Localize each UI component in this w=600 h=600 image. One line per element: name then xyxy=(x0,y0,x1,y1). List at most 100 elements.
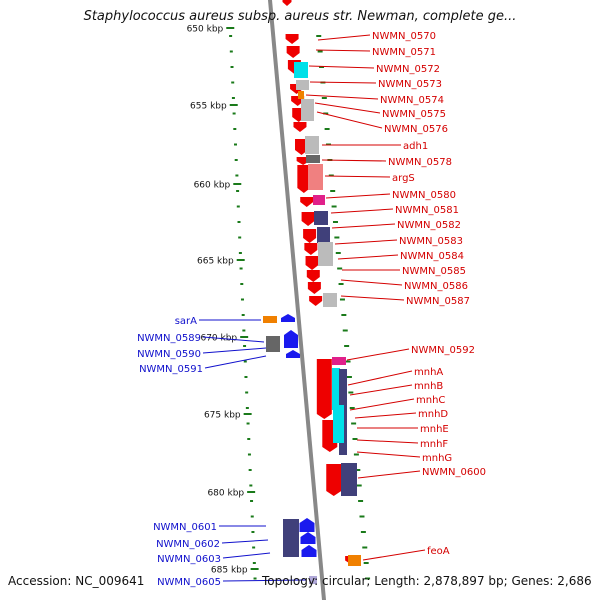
reverse-gene-arrow[interactable] xyxy=(301,545,317,557)
label-leader-line xyxy=(315,49,371,52)
forward-gene-arrow[interactable] xyxy=(305,256,319,270)
label-leader-line xyxy=(321,159,387,162)
forward-gene-label[interactable]: NWMN_0574 xyxy=(380,95,444,106)
feature-box-gray[interactable] xyxy=(301,99,314,121)
label-leader-line xyxy=(356,451,421,458)
forward-gene-label[interactable]: NWMN_0578 xyxy=(388,157,452,168)
label-leader-line xyxy=(340,279,403,286)
forward-gene-arrow[interactable] xyxy=(304,243,318,255)
forward-gene-label[interactable]: mnhF xyxy=(420,439,448,450)
genome-title: Staphylococcus aureus subsp. aureus str.… xyxy=(83,9,517,24)
forward-gene-label[interactable]: NWMN_0583 xyxy=(399,236,463,247)
forward-gene-label[interactable]: NWMN_0582 xyxy=(397,220,461,231)
feature-box-gray[interactable] xyxy=(296,80,309,90)
reverse-gene-label[interactable]: NWMN_0591 xyxy=(139,364,203,375)
forward-gene-label[interactable]: NWMN_0570 xyxy=(372,31,436,42)
label-leader-line xyxy=(202,336,265,343)
forward-gene-arrow[interactable] xyxy=(282,0,292,6)
reverse-gene-label[interactable]: NWMN_0590 xyxy=(137,349,201,360)
forward-gene-label[interactable]: mnhA xyxy=(414,367,443,378)
forward-gene-label[interactable]: mnhG xyxy=(422,453,452,464)
forward-gene-arrow[interactable] xyxy=(293,122,307,132)
feature-box-salmon[interactable] xyxy=(308,164,323,190)
forward-gene-arrow[interactable] xyxy=(297,165,311,193)
feature-box-purple[interactable] xyxy=(283,519,299,557)
feature-box-orange[interactable] xyxy=(298,91,304,99)
reverse-gene-label[interactable]: NWMN_0589 xyxy=(137,333,201,344)
label-leader-line xyxy=(309,81,377,84)
label-leader-line xyxy=(204,355,267,369)
feature-box-cyan[interactable] xyxy=(333,405,344,443)
feature-box-darkgray[interactable] xyxy=(266,336,280,352)
forward-gene-label[interactable]: NWMN_0584 xyxy=(400,251,464,262)
forward-gene-arrow[interactable] xyxy=(316,359,332,419)
forward-gene-label[interactable]: argS xyxy=(392,173,415,184)
forward-gene-label[interactable]: NWMN_0576 xyxy=(384,124,448,135)
reverse-gene-label[interactable]: NWMN_0601 xyxy=(153,522,217,533)
forward-gene-label[interactable]: NWMN_0587 xyxy=(406,296,470,307)
forward-gene-label[interactable]: NWMN_0573 xyxy=(378,79,442,90)
feature-box-cyan[interactable] xyxy=(332,368,340,410)
reverse-gene-arrow[interactable] xyxy=(284,330,298,348)
label-leader-line xyxy=(308,65,375,69)
label-leader-line xyxy=(314,102,381,114)
feature-box-gray[interactable] xyxy=(318,242,333,266)
reverse-gene-arrow[interactable] xyxy=(299,518,315,532)
forward-gene-label[interactable]: NWMN_0585 xyxy=(402,266,466,277)
reverse-gene-label[interactable]: NWMN_0602 xyxy=(156,539,220,550)
forward-gene-label[interactable]: NWMN_0592 xyxy=(411,345,475,356)
forward-gene-label[interactable]: feoA xyxy=(427,546,450,557)
forward-gene-label[interactable]: mnhE xyxy=(420,424,449,435)
label-leader-line xyxy=(349,398,415,411)
forward-gene-label[interactable]: NWMN_0600 xyxy=(422,467,486,478)
forward-gene-label[interactable]: mnhB xyxy=(414,381,443,392)
forward-gene-arrow[interactable] xyxy=(300,197,314,207)
reverse-gene-arrow[interactable] xyxy=(286,350,300,358)
reverse-gene-arrow[interactable] xyxy=(281,314,295,322)
forward-gene-label[interactable]: NWMN_0581 xyxy=(395,205,459,216)
label-leader-line xyxy=(331,223,396,229)
feature-box-pink[interactable] xyxy=(332,357,346,365)
forward-gene-label[interactable]: adh1 xyxy=(403,141,428,152)
label-leader-line xyxy=(347,370,413,386)
forward-gene-arrow[interactable] xyxy=(326,464,342,496)
forward-gene-arrow[interactable] xyxy=(309,296,323,306)
kbp-tick-label: 680 kbp xyxy=(207,489,244,499)
forward-gene-arrow[interactable] xyxy=(303,229,317,243)
reverse-gene-label[interactable]: sarA xyxy=(175,316,197,327)
feature-box-darkgray[interactable] xyxy=(306,155,320,163)
forward-gene-arrow[interactable] xyxy=(301,212,315,226)
label-leader-line xyxy=(324,175,391,178)
reverse-gene-label[interactable]: NWMN_0603 xyxy=(157,554,221,565)
feature-box-cyan[interactable] xyxy=(294,62,308,78)
forward-gene-label[interactable]: NWMN_0586 xyxy=(404,281,468,292)
feature-box-purple[interactable] xyxy=(314,211,328,225)
feature-box-lavender[interactable] xyxy=(309,576,317,584)
feature-box-pink[interactable] xyxy=(313,195,325,205)
forward-gene-label[interactable]: NWMN_0572 xyxy=(376,64,440,75)
feature-box-gray[interactable] xyxy=(323,293,337,307)
feature-box-purple[interactable] xyxy=(341,463,357,496)
label-leader-lines xyxy=(199,34,426,582)
forward-gene-arrow[interactable] xyxy=(286,46,300,58)
forward-gene-label[interactable]: NWMN_0580 xyxy=(392,190,456,201)
forward-gene-label[interactable]: NWMN_0571 xyxy=(372,47,436,58)
feature-box-gray[interactable] xyxy=(305,136,319,154)
feature-blocks xyxy=(263,0,361,584)
forward-gene-label[interactable]: mnhC xyxy=(416,395,445,406)
label-leader-line xyxy=(356,439,419,444)
forward-gene-label[interactable]: NWMN_0575 xyxy=(382,109,446,120)
forward-gene-arrow[interactable] xyxy=(307,282,321,294)
feature-box-orange[interactable] xyxy=(348,555,361,566)
forward-gene-arrow[interactable] xyxy=(295,139,309,155)
reverse-gene-arrow[interactable] xyxy=(300,532,316,544)
forward-gene-arrow[interactable] xyxy=(285,34,299,44)
label-leader-line xyxy=(349,384,413,396)
forward-gene-label[interactable]: mnhD xyxy=(418,409,448,420)
forward-gene-arrow[interactable] xyxy=(306,270,320,282)
reverse-gene-label[interactable]: NWMN_0605 xyxy=(157,577,221,588)
feature-box-purple[interactable] xyxy=(317,227,330,243)
label-leader-line xyxy=(337,254,399,260)
feature-box-orange[interactable] xyxy=(263,316,277,323)
